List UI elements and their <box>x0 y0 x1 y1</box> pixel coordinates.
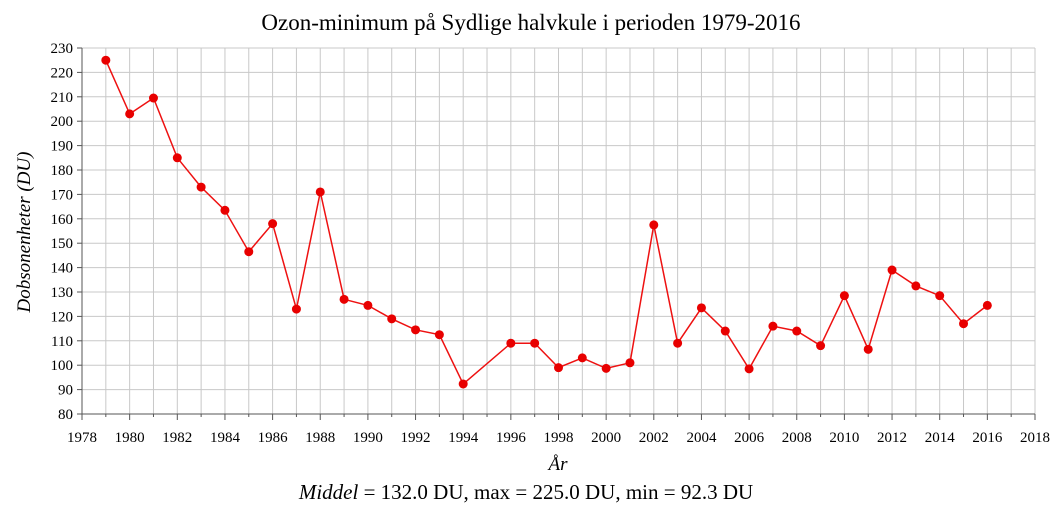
data-point <box>959 319 969 329</box>
data-point <box>935 291 945 301</box>
data-point <box>291 304 301 314</box>
x-tick-label: 1984 <box>210 430 241 446</box>
y-tick-label: 180 <box>51 163 74 179</box>
x-tick-label: 1996 <box>496 430 527 446</box>
axes <box>77 47 1036 420</box>
data-point <box>792 326 802 336</box>
series-line <box>105 59 988 386</box>
grid <box>81 47 1036 415</box>
y-tick-label: 140 <box>51 261 74 277</box>
data-point <box>554 363 563 373</box>
x-tick-label: 2006 <box>734 430 765 446</box>
data-point <box>101 55 111 65</box>
data-point <box>244 247 254 257</box>
stats-values: = 132.0 DU, max = 225.0 DU, min = 92.3 D… <box>358 480 753 504</box>
data-point <box>768 321 778 331</box>
data-point <box>506 338 516 348</box>
y-tick-label: 200 <box>51 114 74 130</box>
data-point <box>387 314 397 324</box>
y-tick-label: 90 <box>58 383 73 399</box>
data-point <box>220 205 230 215</box>
data-point <box>816 341 826 351</box>
data-point <box>172 153 182 163</box>
x-axis-label: År <box>547 454 569 475</box>
x-tick-labels: 1978 1980 1982 1984 1986 1988 1990 1992 1994 1996… <box>67 430 1050 446</box>
data-point <box>315 187 325 197</box>
data-point <box>720 326 730 336</box>
stats-line: Middel = 132.0 DU, max = 225.0 DU, min =… <box>298 480 753 504</box>
data-point <box>673 338 683 348</box>
y-axis-label: Dobsonenheter (DU) <box>14 152 35 314</box>
x-tick-label: 2004 <box>686 430 717 446</box>
x-tick-label: 2000 <box>591 430 621 446</box>
data-point <box>696 303 706 313</box>
x-tick-label: 2018 <box>1020 430 1050 446</box>
x-tick-label: 1986 <box>258 430 289 446</box>
data-point <box>744 364 754 374</box>
data-point <box>863 344 873 354</box>
y-tick-label: 190 <box>51 139 74 155</box>
data-point <box>434 330 444 340</box>
x-tick-label: 2014 <box>925 430 956 446</box>
data-point <box>148 93 158 103</box>
data-point <box>196 182 206 192</box>
y-tick-label: 230 <box>51 41 74 57</box>
y-tick-label: 150 <box>51 236 74 252</box>
x-tick-label: 1994 <box>448 430 479 446</box>
y-tick-labels: 80 90 100 110 120 130 140 150 160 170 180 190 200 210… <box>51 41 74 423</box>
data-point <box>530 338 540 348</box>
x-tick-label: 1980 <box>115 430 145 446</box>
data-point <box>982 300 992 310</box>
x-tick-label: 2010 <box>829 430 859 446</box>
data-point <box>339 294 349 304</box>
x-tick-label: 2016 <box>972 430 1003 446</box>
chart-title: Ozon-minimum på Sydlige halvkule i perio… <box>261 10 800 35</box>
y-tick-label: 160 <box>51 212 74 228</box>
y-tick-label: 170 <box>51 187 74 203</box>
y-tick-label: 210 <box>51 90 74 106</box>
data-point <box>887 265 897 275</box>
stats-mean-label: Middel <box>298 480 359 504</box>
x-tick-label: 2008 <box>782 430 812 446</box>
x-tick-label: 2012 <box>877 430 907 446</box>
x-tick-label: 2002 <box>639 430 669 446</box>
data-point <box>268 219 278 229</box>
data-point <box>125 109 135 119</box>
data-point <box>625 358 635 368</box>
data-point <box>911 281 921 291</box>
y-tick-label: 220 <box>51 65 74 81</box>
y-tick-label: 110 <box>51 334 73 350</box>
x-tick-label: 1978 <box>67 430 97 446</box>
data-point <box>577 353 587 363</box>
data-point <box>839 291 849 301</box>
x-tick-label: 1990 <box>353 430 383 446</box>
y-tick-label: 100 <box>51 358 74 374</box>
data-point <box>363 300 373 310</box>
y-tick-label: 120 <box>51 309 74 325</box>
data-point <box>649 220 659 230</box>
data-point <box>458 379 468 389</box>
y-tick-label: 130 <box>51 285 74 301</box>
data-point <box>411 325 421 335</box>
data-points <box>101 55 992 389</box>
y-tick-label: 80 <box>58 407 73 423</box>
x-tick-label: 1992 <box>401 430 431 446</box>
x-tick-label: 1982 <box>162 430 192 446</box>
data-point <box>601 363 611 373</box>
x-tick-label: 1998 <box>544 430 574 446</box>
x-tick-label: 1988 <box>305 430 335 446</box>
